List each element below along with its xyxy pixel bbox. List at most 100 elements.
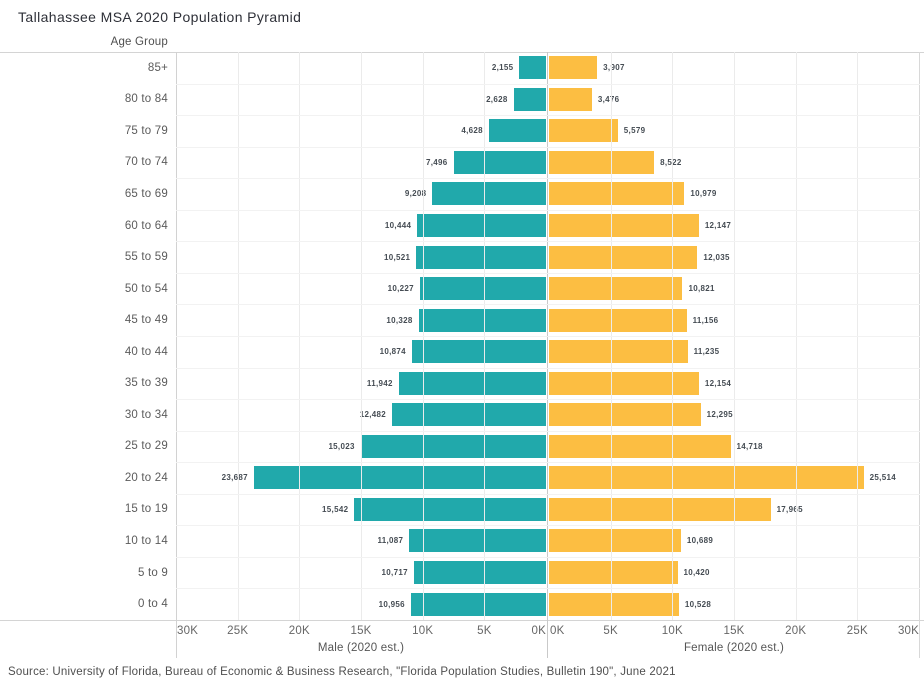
male-value-label: 10,717	[381, 568, 408, 578]
male-bar[interactable]	[398, 371, 546, 395]
table-row: 40 to 44 10,874 11,235	[0, 336, 924, 368]
age-group-label: 50 to 54	[124, 282, 168, 295]
age-group-label: 40 to 44	[124, 345, 168, 358]
male-bar[interactable]	[410, 592, 546, 616]
axis-tick-label: 5K	[477, 625, 492, 637]
row-gridline	[176, 146, 920, 148]
male-bar[interactable]	[488, 119, 546, 143]
male-bar-cell: 10,444	[176, 210, 546, 242]
female-bar-cell: 8,522	[549, 147, 919, 179]
male-bar[interactable]	[392, 403, 546, 427]
axis-tick-label: 25K	[846, 625, 868, 637]
male-bar[interactable]	[417, 214, 546, 237]
female-value-label: 8,522	[660, 157, 682, 167]
male-value-label: 10,444	[384, 221, 412, 230]
page-title: Tallahassee MSA 2020 Population Pyramid	[18, 9, 302, 25]
female-bar[interactable]	[549, 214, 699, 237]
female-value-label: 12,035	[703, 252, 730, 262]
female-bar[interactable]	[549, 56, 598, 80]
female-bar[interactable]	[549, 308, 687, 332]
female-bar-cell: 17,965	[549, 494, 919, 526]
age-group-label: 5 to 9	[138, 566, 168, 579]
table-row: 25 to 29 15,023 14,718	[0, 431, 924, 463]
female-value-label: 3,907	[603, 63, 625, 73]
male-bar[interactable]	[413, 561, 546, 585]
female-bar[interactable]	[549, 561, 678, 585]
female-bar[interactable]	[549, 277, 683, 301]
female-bar-cell: 11,156	[549, 304, 919, 336]
age-group-label: 30 to 34	[124, 408, 168, 421]
age-group-label: 70 to 74	[124, 156, 168, 169]
male-bar-cell: 10,328	[176, 304, 546, 336]
male-bar-cell: 4,628	[176, 115, 546, 147]
table-row: 50 to 54 10,227 10,821	[0, 273, 924, 305]
center-axis-line	[547, 52, 548, 658]
female-value-label: 3,476	[597, 94, 620, 104]
female-value-label: 14,718	[736, 441, 763, 451]
axis-tick-label: 30K	[177, 625, 199, 637]
male-bar[interactable]	[513, 87, 546, 111]
axis-tick-label: 0K	[531, 625, 546, 637]
female-bar[interactable]	[549, 592, 679, 616]
female-bar[interactable]	[549, 371, 699, 395]
row-gridline	[176, 556, 920, 558]
male-bar[interactable]	[354, 497, 546, 521]
female-bar-cell: 5,579	[549, 115, 919, 147]
female-bar-cell: 10,821	[549, 273, 919, 305]
female-axis-ticks: 0K 5K 10K 15K 20K 25K 30K	[549, 625, 919, 639]
female-bar-cell: 12,295	[549, 399, 919, 431]
female-bar[interactable]	[549, 245, 698, 269]
male-value-label: 12,482	[359, 410, 387, 420]
male-bar[interactable]	[419, 277, 546, 301]
male-bar[interactable]	[253, 466, 546, 490]
table-row: 10 to 14 11,087 10,689	[0, 525, 924, 557]
row-gridline	[176, 493, 920, 495]
male-bar[interactable]	[432, 182, 546, 206]
male-bar-cell: 23,687	[176, 462, 546, 494]
female-value-label: 5,579	[623, 126, 646, 136]
axis-tick-label: 30K	[897, 625, 919, 637]
male-bar[interactable]	[409, 529, 546, 553]
male-bar-cell: 9,208	[176, 178, 546, 210]
row-gridline	[176, 462, 920, 464]
female-bar[interactable]	[549, 150, 655, 174]
male-bar[interactable]	[411, 340, 546, 364]
female-bar[interactable]	[549, 466, 864, 490]
table-row: 75 to 79 4,628 5,579	[0, 115, 924, 147]
row-gridline	[176, 83, 920, 85]
axis-tick-label: 20K	[785, 625, 807, 637]
male-value-label: 23,687	[221, 473, 248, 483]
age-group-label: 0 to 4	[138, 598, 168, 611]
male-bar[interactable]	[418, 308, 546, 332]
female-bar[interactable]	[549, 497, 771, 521]
male-value-label: 10,328	[386, 315, 413, 325]
table-row: 55 to 59 10,521 12,035	[0, 241, 924, 273]
male-bar[interactable]	[453, 150, 546, 174]
axis-tick-label: 15K	[350, 625, 372, 637]
table-row: 5 to 9 10,717 10,420	[0, 557, 924, 589]
female-value-label: 11,156	[692, 315, 719, 325]
male-bar[interactable]	[360, 434, 546, 458]
row-gridline	[176, 336, 920, 337]
male-bar[interactable]	[519, 56, 546, 80]
female-bar[interactable]	[549, 529, 681, 553]
female-bar-cell: 14,718	[549, 431, 919, 463]
male-bar[interactable]	[416, 245, 546, 269]
row-gridline	[176, 272, 920, 274]
female-bar[interactable]	[549, 403, 701, 427]
axis-tick-label: 5K	[603, 625, 618, 637]
table-row: 20 to 24 23,687 25,514	[0, 462, 924, 494]
axis-tick-label: 15K	[723, 625, 745, 637]
female-value-label: 12,147	[704, 221, 732, 230]
female-value-label: 10,528	[684, 599, 712, 609]
female-bar[interactable]	[549, 182, 685, 206]
axis-tick-label: 10K	[661, 625, 683, 637]
table-row: 30 to 34 12,482 12,295	[0, 399, 924, 431]
female-bar[interactable]	[549, 87, 592, 111]
male-value-label: 9,208	[404, 189, 427, 199]
female-bar-cell: 12,035	[549, 241, 919, 273]
age-group-label: 55 to 59	[124, 251, 168, 264]
female-bar[interactable]	[549, 434, 731, 458]
female-bar[interactable]	[549, 340, 688, 364]
female-bar[interactable]	[549, 119, 618, 143]
